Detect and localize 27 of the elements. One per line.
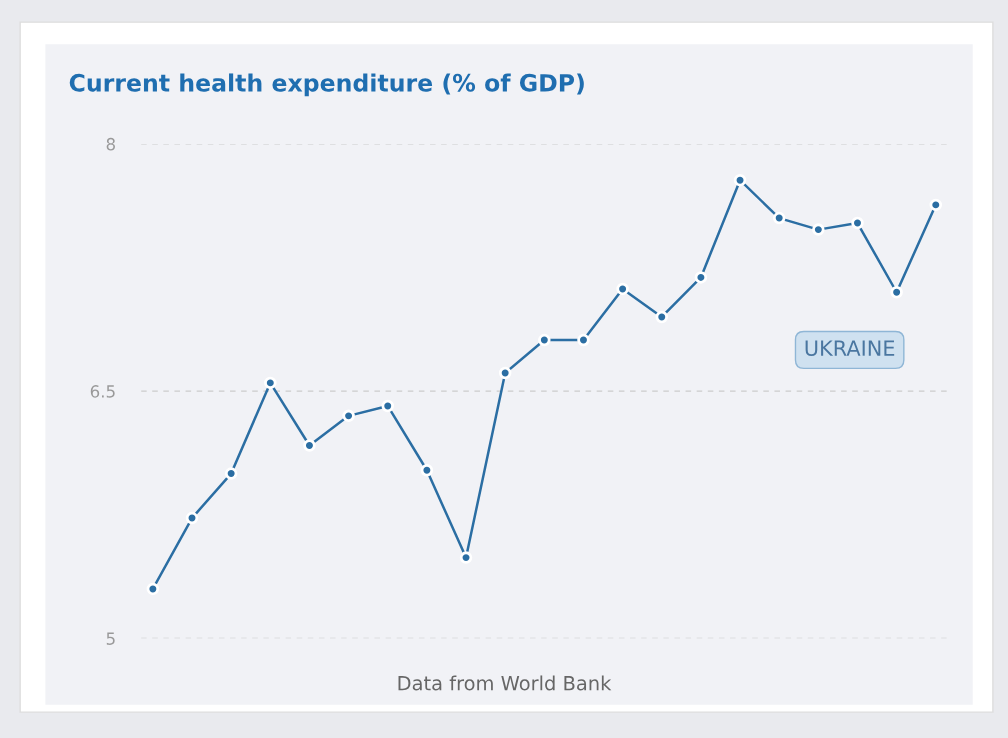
point	[224, 467, 238, 480]
point	[577, 333, 590, 347]
point	[694, 271, 708, 284]
point	[812, 223, 825, 236]
y-tick-label: 8	[106, 137, 115, 151]
point	[381, 399, 394, 413]
point	[342, 409, 355, 423]
point	[264, 376, 277, 390]
point	[772, 211, 786, 225]
point	[616, 282, 629, 296]
point	[851, 216, 864, 230]
point	[929, 198, 943, 212]
point	[538, 333, 551, 347]
point	[733, 173, 747, 187]
point	[146, 582, 160, 596]
point	[890, 286, 903, 299]
point	[303, 439, 316, 452]
text: UKRAINE	[805, 340, 895, 356]
point	[420, 464, 434, 477]
point	[459, 551, 473, 564]
y-tick-label: 5	[106, 632, 115, 645]
y-tick-label: 6.5	[90, 385, 115, 398]
chart-title: Current health expenditure (% of GDP)	[69, 73, 584, 97]
text: Data from World Bank	[398, 675, 612, 691]
point	[655, 310, 669, 324]
point	[498, 366, 512, 380]
point	[185, 511, 199, 525]
